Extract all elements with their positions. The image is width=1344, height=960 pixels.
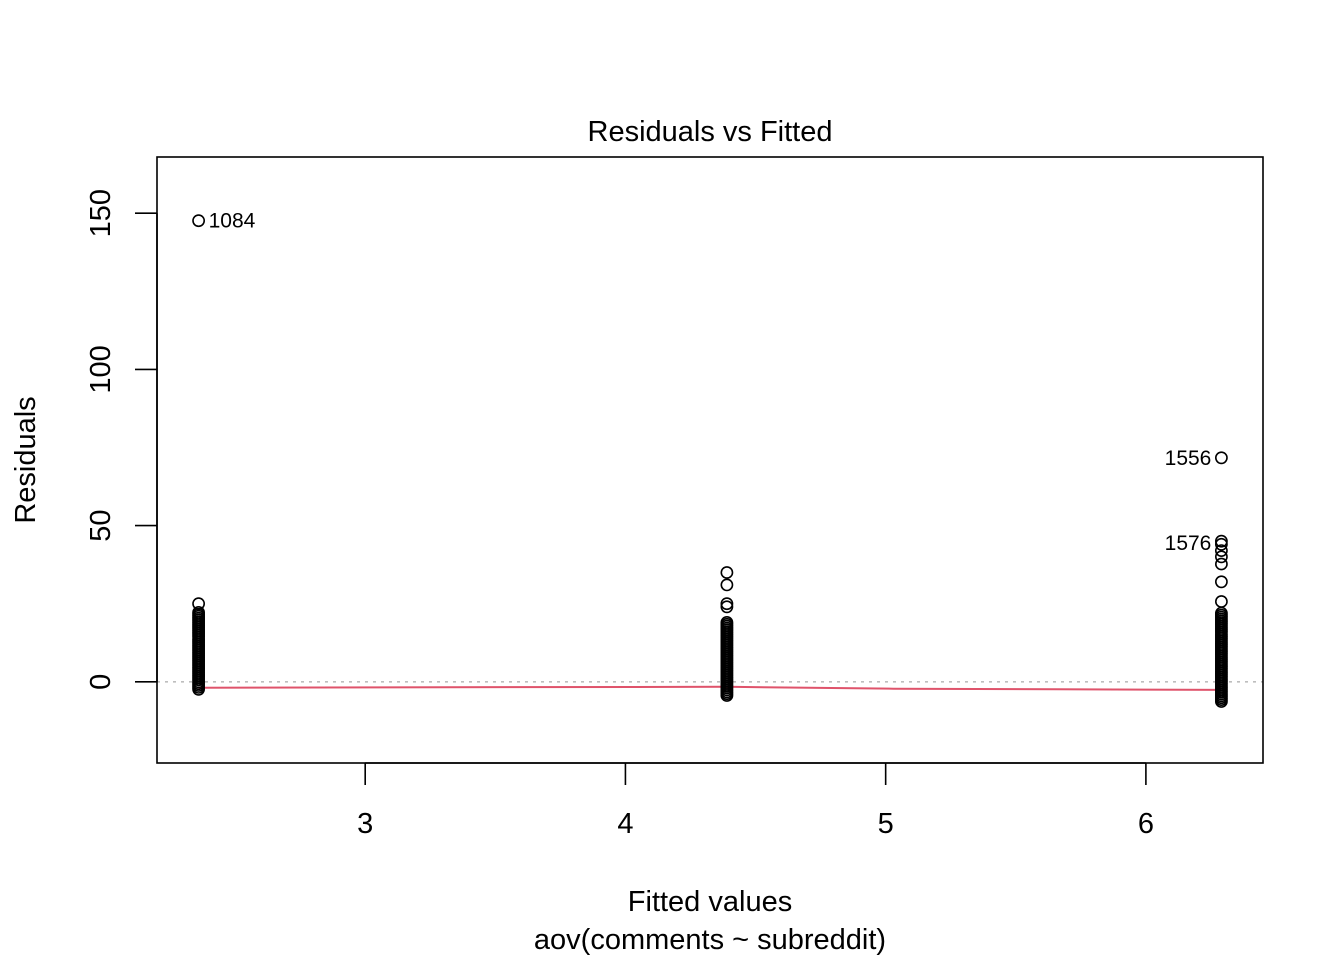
- point-labels-layer: 1084 1556 1576: [209, 210, 1212, 555]
- point-label-1576: 1576: [1165, 532, 1212, 555]
- data-point: [192, 214, 205, 228]
- data-point: [192, 606, 205, 619]
- point-label-1556: 1556: [1165, 447, 1212, 470]
- data-point: [1215, 595, 1228, 608]
- points-layer: [192, 214, 1228, 708]
- plot-frame: [156, 156, 1264, 764]
- y-tick-label: 0: [85, 674, 117, 690]
- data-point: [720, 566, 734, 579]
- x-axis-subtitle: aov(comments ~ subreddit): [534, 924, 886, 956]
- data-point: [1215, 575, 1228, 589]
- data-point: [1215, 451, 1228, 465]
- y-tick-label: 100: [85, 345, 117, 393]
- axes: 3 4 5 6 0 50 100 150: [85, 156, 1264, 840]
- data-point: [1215, 557, 1228, 571]
- point-label-1084: 1084: [209, 210, 256, 233]
- data-point: [192, 597, 205, 611]
- y-axis-label: Residuals: [10, 396, 42, 523]
- data-point: [1215, 544, 1228, 557]
- smooth-line-layer: [198, 685, 1222, 691]
- data-point: [720, 600, 734, 614]
- y-tick-label: 150: [85, 189, 117, 237]
- data-point: [1215, 537, 1228, 551]
- x-axis-label: Fitted values: [628, 886, 792, 918]
- x-tick-label: 4: [617, 808, 633, 840]
- x-tick-label: 3: [357, 808, 373, 840]
- data-point: [1215, 550, 1228, 564]
- chart-title: Residuals vs Fitted: [588, 116, 833, 148]
- data-point: [720, 597, 734, 611]
- data-point: [720, 616, 734, 629]
- smooth-line: [198, 685, 1222, 691]
- data-point: [720, 578, 734, 592]
- x-tick-label: 5: [878, 808, 894, 840]
- x-tick-label: 6: [1138, 808, 1154, 840]
- y-tick-label: 50: [85, 509, 117, 541]
- data-point: [1215, 534, 1228, 548]
